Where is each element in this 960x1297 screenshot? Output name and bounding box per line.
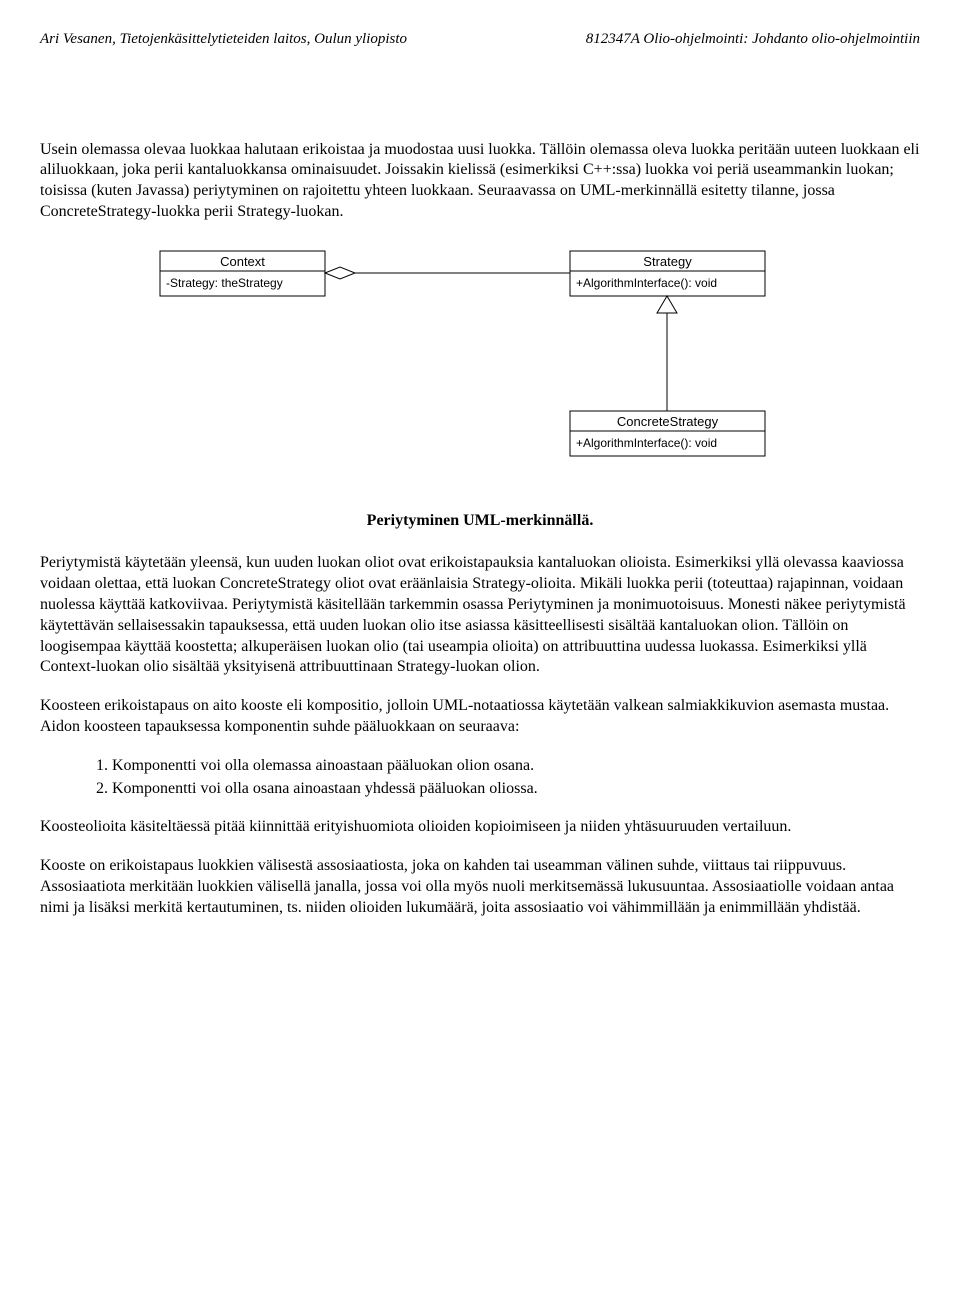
component-rules-list: Komponentti voi olla olemassa ainoastaan…: [40, 756, 920, 800]
paragraph-4: Koosteolioita käsiteltäessä pitää kiinni…: [40, 817, 920, 838]
paragraph-3: Koosteen erikoistapaus on aito kooste el…: [40, 696, 920, 738]
svg-text:ConcreteStrategy: ConcreteStrategy: [617, 414, 719, 429]
paragraph-5: Kooste on erikoistapaus luokkien välises…: [40, 856, 920, 918]
header-right: 812347A Olio-ohjelmointi: Johdanto olio-…: [586, 30, 920, 50]
uml-svg: Context -Strategy: theStrategy Strategy +Al…: [140, 241, 820, 471]
paragraph-2: Periytymistä käytetään yleensä, kun uude…: [40, 553, 920, 678]
list-item-1: Komponentti voi olla olemassa ainoastaan…: [112, 756, 920, 777]
svg-text:Context: Context: [220, 254, 265, 269]
svg-text:+AlgorithmInterface(): void: +AlgorithmInterface(): void: [576, 436, 717, 450]
svg-text:Strategy: Strategy: [643, 254, 692, 269]
list-item-2: Komponentti voi olla osana ainoastaan yh…: [112, 779, 920, 800]
diagram-caption: Periytyminen UML-merkinnällä.: [40, 511, 920, 532]
header-left: Ari Vesanen, Tietojenkäsittelytieteiden …: [40, 30, 407, 50]
paragraph-1: Usein olemassa olevaa luokkaa halutaan e…: [40, 140, 920, 223]
svg-text:+AlgorithmInterface(): void: +AlgorithmInterface(): void: [576, 276, 717, 290]
uml-diagram: Context -Strategy: theStrategy Strategy +Al…: [140, 241, 820, 471]
page-header: Ari Vesanen, Tietojenkäsittelytieteiden …: [40, 30, 920, 50]
svg-text:-Strategy: theStrategy: -Strategy: theStrategy: [166, 276, 283, 290]
